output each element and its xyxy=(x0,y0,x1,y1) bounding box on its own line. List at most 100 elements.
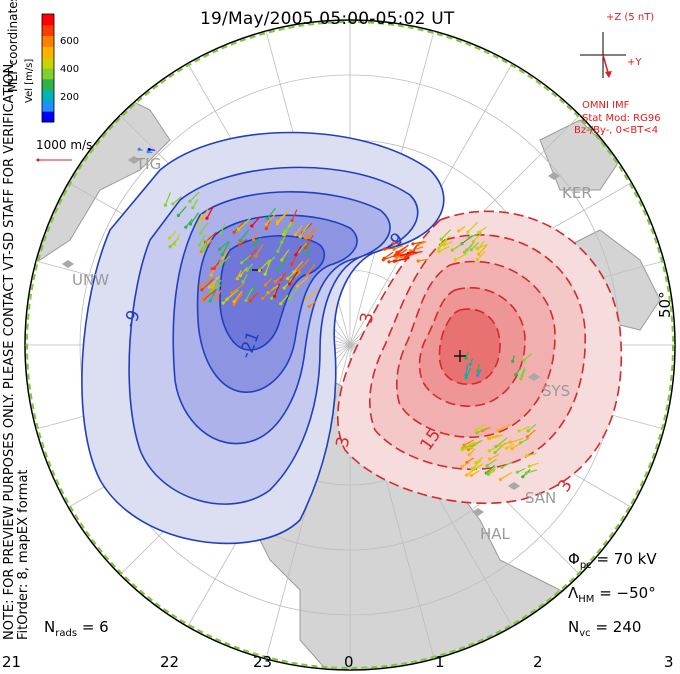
station-unw xyxy=(62,260,74,268)
site-hal: HAL xyxy=(480,525,510,543)
velocity-vector-origin xyxy=(248,299,252,303)
velocity-vector-origin xyxy=(468,362,472,366)
velocity-vector xyxy=(294,225,303,236)
imf-y-label: +Y xyxy=(627,57,642,68)
velocity-vector xyxy=(500,440,512,447)
velocity-vector xyxy=(412,241,425,245)
velocity-vector-origin xyxy=(295,284,300,288)
velocity-vector xyxy=(467,221,479,233)
velocity-vector xyxy=(485,465,495,474)
velocity-vector-origin xyxy=(493,450,497,455)
velocity-vector xyxy=(297,276,309,287)
velocity-vector-origin xyxy=(524,454,529,458)
velocity-vector xyxy=(497,423,511,431)
velocity-vector xyxy=(527,429,536,438)
velocity-vector-origin xyxy=(220,252,224,257)
velocity-vector-origin xyxy=(240,261,244,265)
velocity-vector-origin xyxy=(168,245,172,249)
colorbar-swatch xyxy=(42,100,54,112)
velocity-vector-origin xyxy=(464,356,468,360)
velocity-vector-origin xyxy=(387,260,391,264)
velocity-vector xyxy=(526,469,538,474)
velocity-vector xyxy=(520,367,526,379)
velocity-vectors xyxy=(137,147,539,481)
velocity-vector xyxy=(241,254,252,264)
imf-source: OMNI IMF xyxy=(582,100,630,111)
velocity-vector-origin xyxy=(261,296,265,300)
velocity-vector-origin xyxy=(510,447,514,451)
velocity-vector xyxy=(239,267,248,276)
colorbar xyxy=(41,13,55,123)
velocity-vector xyxy=(262,286,276,299)
velocity-vector xyxy=(202,239,208,249)
site-ker: KER xyxy=(562,184,592,202)
stat-phi: Φpc = 70 kV xyxy=(568,550,657,571)
velocity-vector-origin xyxy=(232,230,236,234)
velocity-vector-origin xyxy=(466,230,470,234)
velocity-vector xyxy=(291,209,298,221)
velocity-vector xyxy=(281,249,290,261)
velocity-vector xyxy=(440,235,451,245)
colorbar-swatch xyxy=(42,78,54,91)
velocity-vector-origin xyxy=(288,282,292,286)
velocity-vector-origin xyxy=(219,262,223,266)
velocity-vector-origin xyxy=(275,222,279,226)
velocity-vector-origin xyxy=(282,286,286,290)
velocity-vector xyxy=(462,446,474,451)
velocity-vector-origin xyxy=(251,238,256,242)
velocity-vector xyxy=(200,278,211,288)
velocity-vector-origin xyxy=(137,147,141,151)
velocity-vector-origin xyxy=(525,435,530,439)
velocity-vector-origin xyxy=(237,242,241,247)
velocity-vector xyxy=(297,258,310,272)
velocity-vector-origin xyxy=(521,475,525,479)
velocity-vector-origin xyxy=(392,247,396,251)
velocity-vector-origin xyxy=(235,277,239,281)
velocity-vector-origin xyxy=(290,262,294,266)
velocity-vector xyxy=(287,270,297,279)
velocity-vector-origin xyxy=(476,373,480,377)
colorbar-swatch xyxy=(42,14,54,26)
velocity-vector-origin xyxy=(163,203,167,207)
imf-z-label: +Z (5 nT) xyxy=(606,12,655,23)
velocity-vector xyxy=(208,275,221,288)
velocity-vector-origin xyxy=(232,302,236,306)
site-unw: UNW xyxy=(72,271,110,289)
velocity-vector xyxy=(526,452,537,457)
velocity-vector xyxy=(478,245,488,255)
velocity-vector xyxy=(529,462,539,467)
velocity-vector-origin xyxy=(465,473,469,477)
stat-lambda: ΛHM = −50° xyxy=(568,584,656,605)
velocity-vector xyxy=(471,459,482,470)
velocity-vector-origin xyxy=(273,280,277,284)
velocity-vector xyxy=(475,423,486,431)
velocity-vector-origin xyxy=(467,453,471,457)
velocity-vector-origin xyxy=(450,248,454,252)
velocity-vector-origin xyxy=(209,273,213,277)
velocity-vector-origin xyxy=(515,470,520,474)
velocity-vector xyxy=(495,437,508,448)
velocity-vector xyxy=(461,235,474,245)
velocity-vector-origin xyxy=(473,467,477,471)
velocity-vector-origin xyxy=(210,267,214,271)
velocity-vector-origin xyxy=(276,268,280,272)
velocity-vector xyxy=(469,440,481,446)
velocity-vector xyxy=(201,278,215,291)
velocity-vector-origin xyxy=(196,224,200,228)
velocity-vector-origin xyxy=(524,471,528,475)
velocity-vector-origin xyxy=(265,217,269,221)
velocity-vector-origin xyxy=(254,254,258,258)
velocity-vector xyxy=(239,229,250,241)
velocity-vector-origin xyxy=(504,446,509,450)
velocity-vector-origin xyxy=(526,429,530,433)
colorbar-label: Vel [m/s] xyxy=(24,58,35,103)
velocity-vector xyxy=(266,213,276,225)
hm-boundary xyxy=(26,21,674,669)
velocity-vector-origin xyxy=(416,259,420,263)
velocity-vector xyxy=(487,466,496,475)
stat-model: Stat Mod: RG96 xyxy=(582,113,661,124)
velocity-vector xyxy=(418,258,428,262)
velocity-vector xyxy=(222,292,235,304)
map-title: 19/May/2005 05:00-05:02 UT xyxy=(200,9,455,29)
site-san: SAN xyxy=(525,489,557,507)
